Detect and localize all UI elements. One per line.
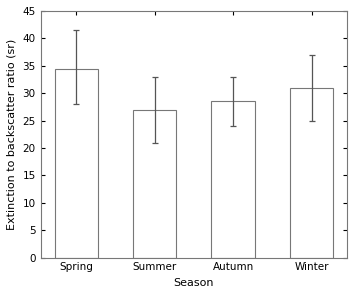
Bar: [55, 68, 98, 258]
X-axis label: Season: Season: [173, 278, 214, 288]
Bar: [133, 110, 176, 258]
Bar: [211, 101, 255, 258]
Bar: [290, 88, 333, 258]
Y-axis label: Extinction to backscatter ratio (sr): Extinction to backscatter ratio (sr): [7, 39, 17, 230]
